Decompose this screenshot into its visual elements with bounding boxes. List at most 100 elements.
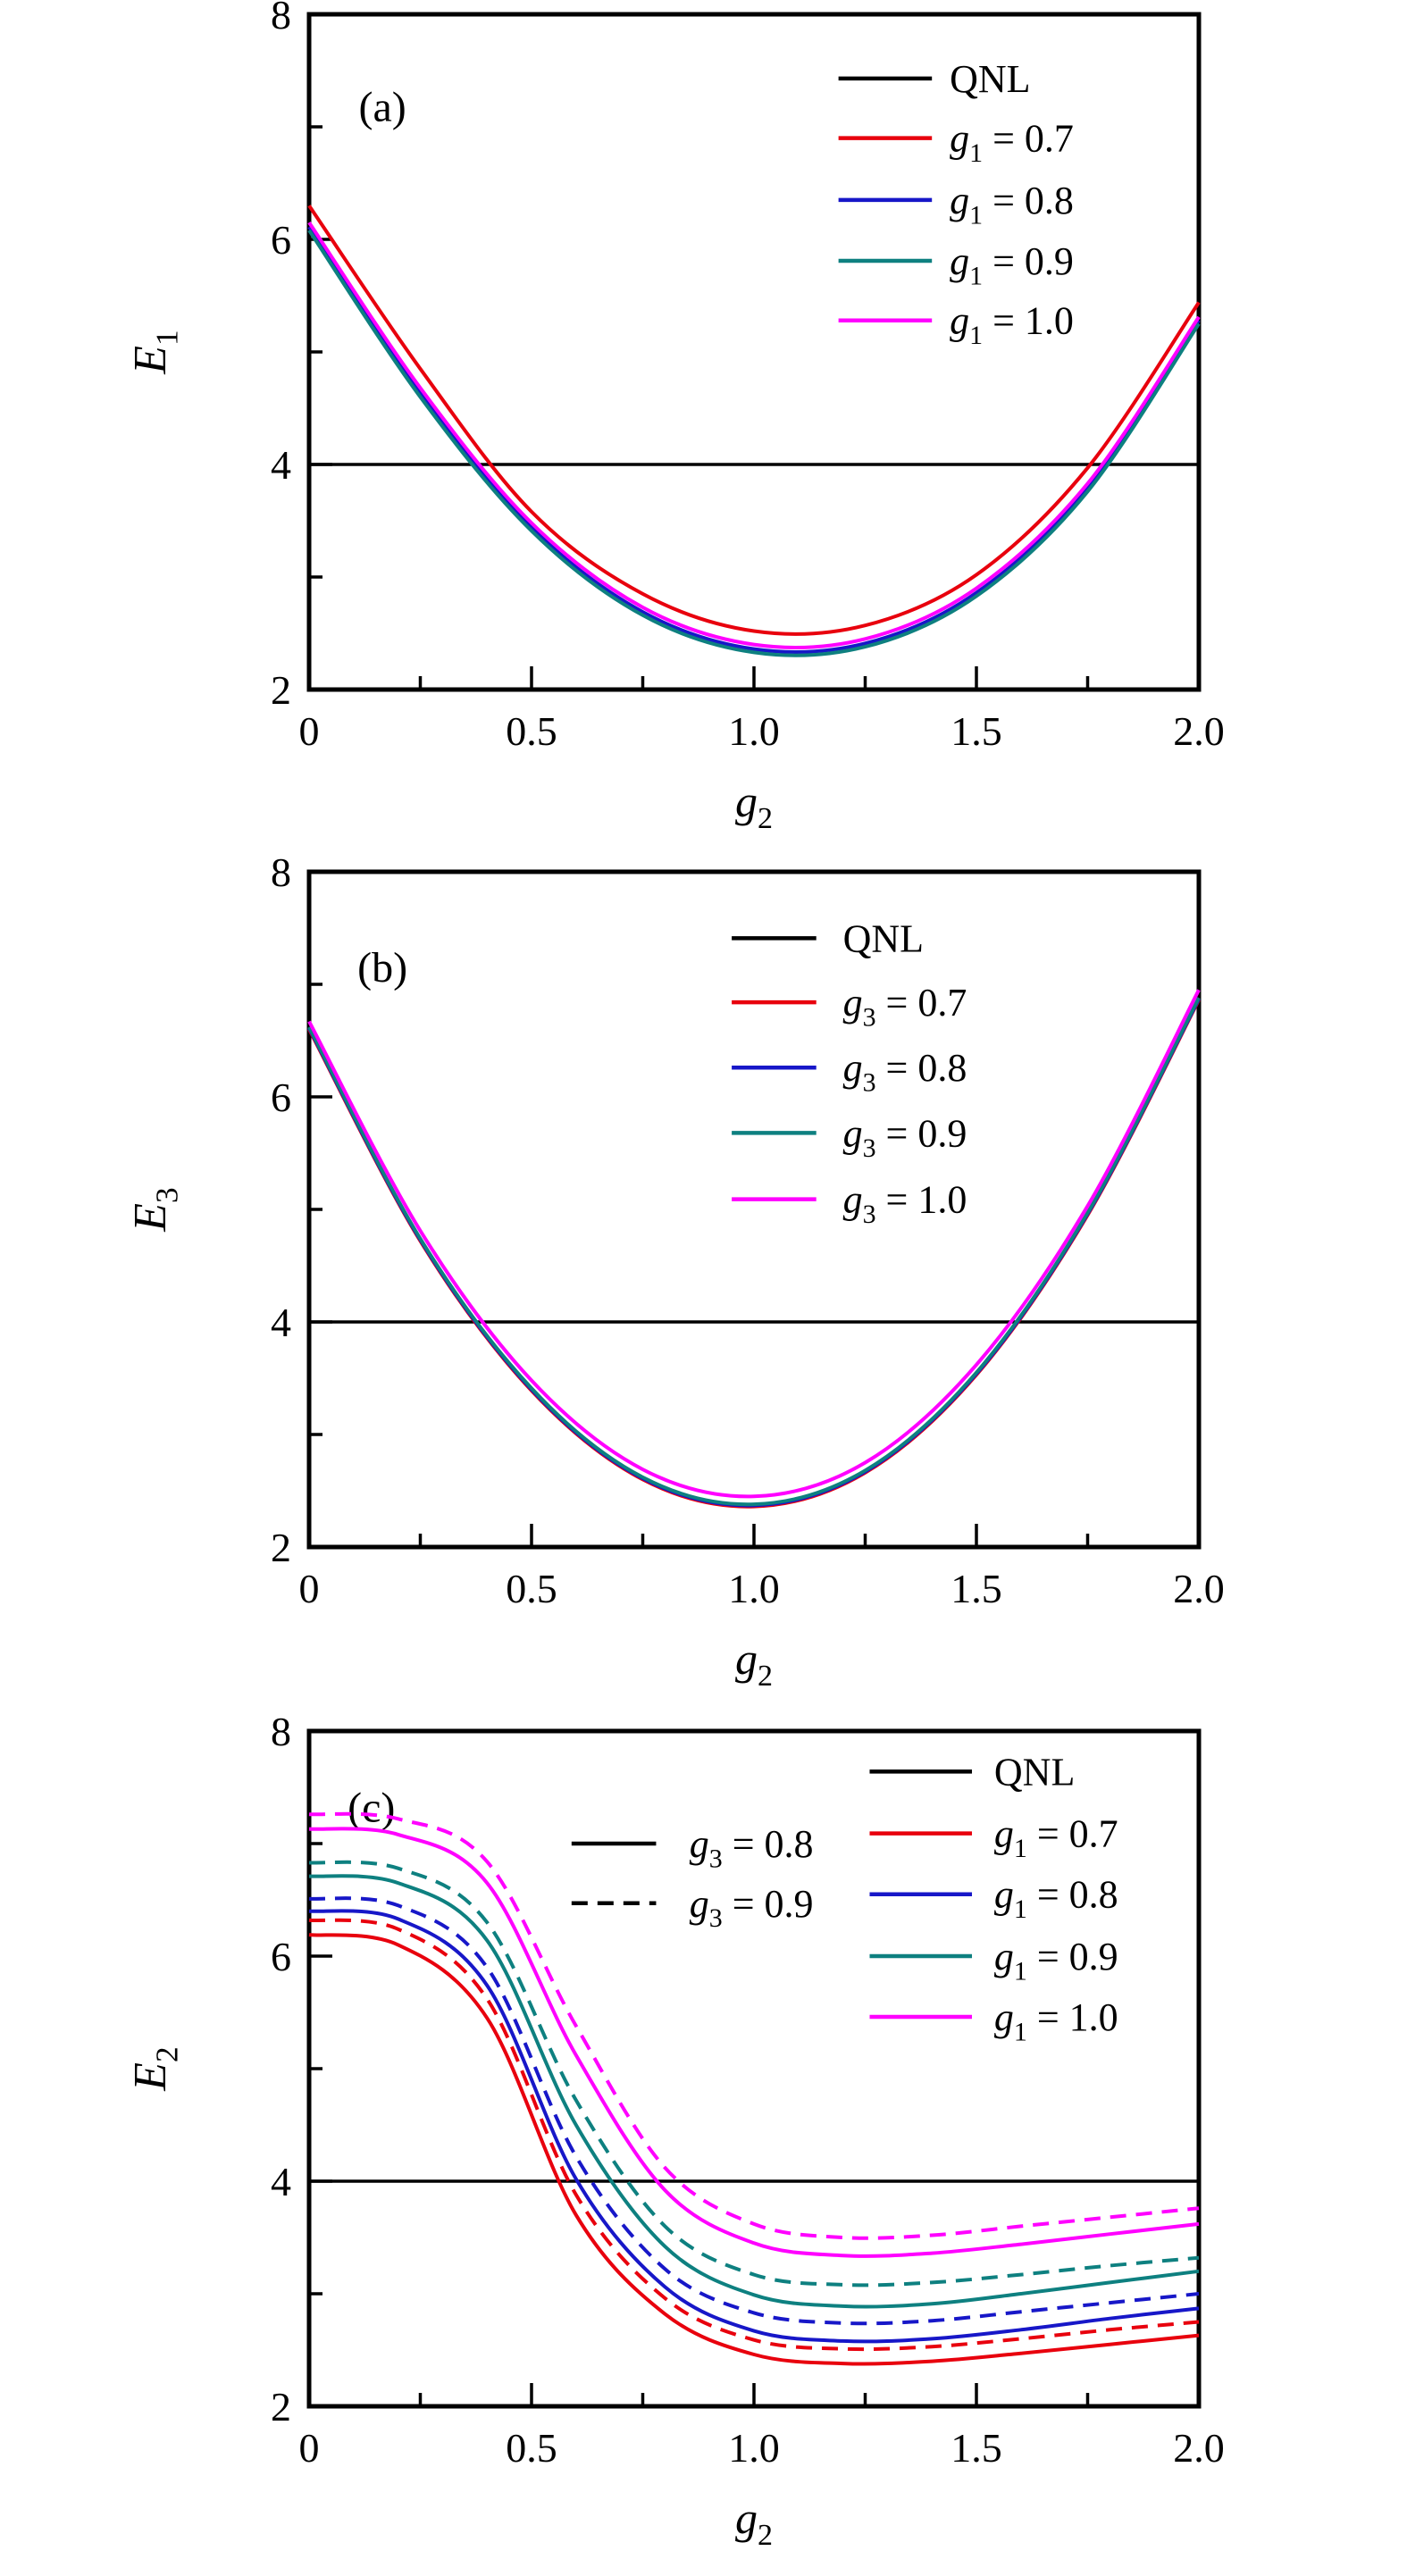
text-part: 2 <box>758 1660 773 1693</box>
curve-g1-1.0 <box>307 221 1201 649</box>
text-part: 3 <box>149 1187 185 1203</box>
text-part: 3 <box>863 1003 876 1033</box>
text-part: 1 <box>969 321 983 350</box>
y-axis-label: E1 <box>125 330 185 374</box>
x-axis-label: g2 <box>735 1634 773 1693</box>
text-part: 0.5 <box>506 2425 557 2471</box>
text-part: 1.5 <box>951 2425 1002 2471</box>
text-part: g <box>843 1111 863 1155</box>
text-part: g <box>843 981 863 1025</box>
y-tick-label: 8 <box>271 1717 291 1754</box>
legend-label: g3 = 1.0 <box>843 1178 967 1229</box>
y-axis-label: E2 <box>125 2046 185 2091</box>
x-tick-label: 0 <box>299 1566 320 1611</box>
text-part: 1.5 <box>951 1566 1002 1611</box>
text-part: (a) <box>359 83 406 130</box>
text-part: g <box>950 179 969 222</box>
y-tick-label: 4 <box>271 442 291 488</box>
curve-g1-0.8-g3-0.8 <box>308 1909 1200 2344</box>
text-part: g <box>843 1178 863 1222</box>
text-part: 2 <box>149 2046 185 2062</box>
text-part: g <box>994 1812 1014 1856</box>
x-axis-label: g2 <box>735 2493 773 2552</box>
text-part: g <box>994 1995 1014 2039</box>
text-part: 3 <box>863 1068 876 1098</box>
curve-g3-1.0 <box>307 989 1201 1499</box>
text-part: 0 <box>299 1566 320 1611</box>
text-part: g <box>950 299 969 343</box>
text-part: = 0.7 <box>1027 1812 1118 1856</box>
text-part: (c) <box>348 1785 395 1832</box>
panel-label-a: (a) <box>359 83 406 130</box>
curve-g1-0.8 <box>307 225 1201 654</box>
curve-g1-0.7 <box>307 205 1201 636</box>
legend-label: g1 = 0.7 <box>950 117 1074 168</box>
curve-g1-1.0-g3-0.8 <box>308 1827 1200 2258</box>
legend-label: QNL <box>950 57 1030 101</box>
legend-label: g3 = 0.9 <box>690 1882 814 1933</box>
x-tick-label: 2.0 <box>1173 1566 1225 1611</box>
panel-label-c: (c) <box>348 1785 395 1832</box>
text-part: g <box>690 1822 709 1866</box>
x-tick-label: 0 <box>299 708 320 754</box>
legend-label: g1 = 1.0 <box>950 299 1074 350</box>
text-part: 2 <box>758 802 773 835</box>
panel-b: 0 0.5 1.0 1.5 2.0 2 4 6 8 g2 E3 (b) QNL g3 = 0.7 g3 = … <box>0 857 1407 1717</box>
text-part: g <box>843 1046 863 1090</box>
y-axis-label: E3 <box>125 1187 185 1232</box>
text-part: 1.0 <box>728 708 780 754</box>
legend-label: g3 = 0.8 <box>690 1822 814 1873</box>
text-part: 1.0 <box>728 2425 780 2471</box>
legend-label: g1 = 0.8 <box>994 1873 1118 1924</box>
text-part: 2.0 <box>1173 708 1225 754</box>
x-tick-label: 1.0 <box>728 708 780 754</box>
text-part: g <box>994 1935 1014 1978</box>
curve-g3-0.9 <box>307 997 1201 1507</box>
x-tick-label: 1.0 <box>728 1566 780 1611</box>
panel-a: 0 0.5 1.0 1.5 2.0 2 4 6 8 g2 E1 (a) QNL g1 = 0.7 g1 = … <box>0 0 1407 857</box>
text-part: E <box>125 346 176 375</box>
legend-label: g1 = 0.9 <box>950 239 1074 290</box>
text-part: 2.0 <box>1173 1566 1225 1611</box>
curve-g1-0.9-g3-0.9 <box>308 1860 1200 2287</box>
legend-label: QNL <box>843 916 924 960</box>
y-tick-label: 4 <box>271 2159 291 2204</box>
panel-label-b: (b) <box>357 944 407 991</box>
x-tick-label: 2.0 <box>1173 708 1225 754</box>
y-tick-label: 8 <box>271 857 291 895</box>
text-part: 3 <box>863 1200 876 1229</box>
legend-label: g3 = 0.8 <box>843 1046 967 1097</box>
legend-label: g1 = 0.7 <box>994 1812 1118 1863</box>
text-part: 3 <box>709 1844 723 1873</box>
text-part: = 0.9 <box>1027 1935 1118 1978</box>
text-part: 3 <box>863 1133 876 1163</box>
y-tick-label: 2 <box>271 2384 291 2430</box>
text-part: 1.0 <box>728 1566 780 1611</box>
text-part: 3 <box>709 1903 723 1933</box>
text-part: = 0.8 <box>983 179 1074 222</box>
x-tick-label: 1.0 <box>728 2425 780 2471</box>
text-part: 2 <box>271 667 291 713</box>
x-tick-label: 0.5 <box>506 1566 557 1611</box>
legend-label: QNL <box>994 1750 1075 1794</box>
legend-label: g3 = 0.9 <box>843 1111 967 1162</box>
text-part: = 0.9 <box>723 1882 814 1926</box>
text-part: 8 <box>271 1717 291 1754</box>
x-tick-label: 0.5 <box>506 2425 557 2471</box>
curve-g1-0.7-g3-0.9 <box>308 1918 1200 2352</box>
text-part: 2.0 <box>1173 2425 1225 2471</box>
text-part: g <box>950 117 969 161</box>
text-part: 1 <box>1014 1834 1027 1863</box>
text-part: 1 <box>969 261 983 290</box>
text-part: 6 <box>271 1934 291 1979</box>
y-tick-label: 6 <box>271 217 291 263</box>
text-part: 0.5 <box>506 1566 557 1611</box>
text-part: = 0.7 <box>876 981 967 1025</box>
legend-label: g1 = 0.9 <box>994 1935 1118 1986</box>
x-tick-label: 2.0 <box>1173 2425 1225 2471</box>
text-part: 0.5 <box>506 708 557 754</box>
x-axis-label: g2 <box>735 776 773 835</box>
legend-label: g1 = 0.8 <box>950 179 1074 230</box>
